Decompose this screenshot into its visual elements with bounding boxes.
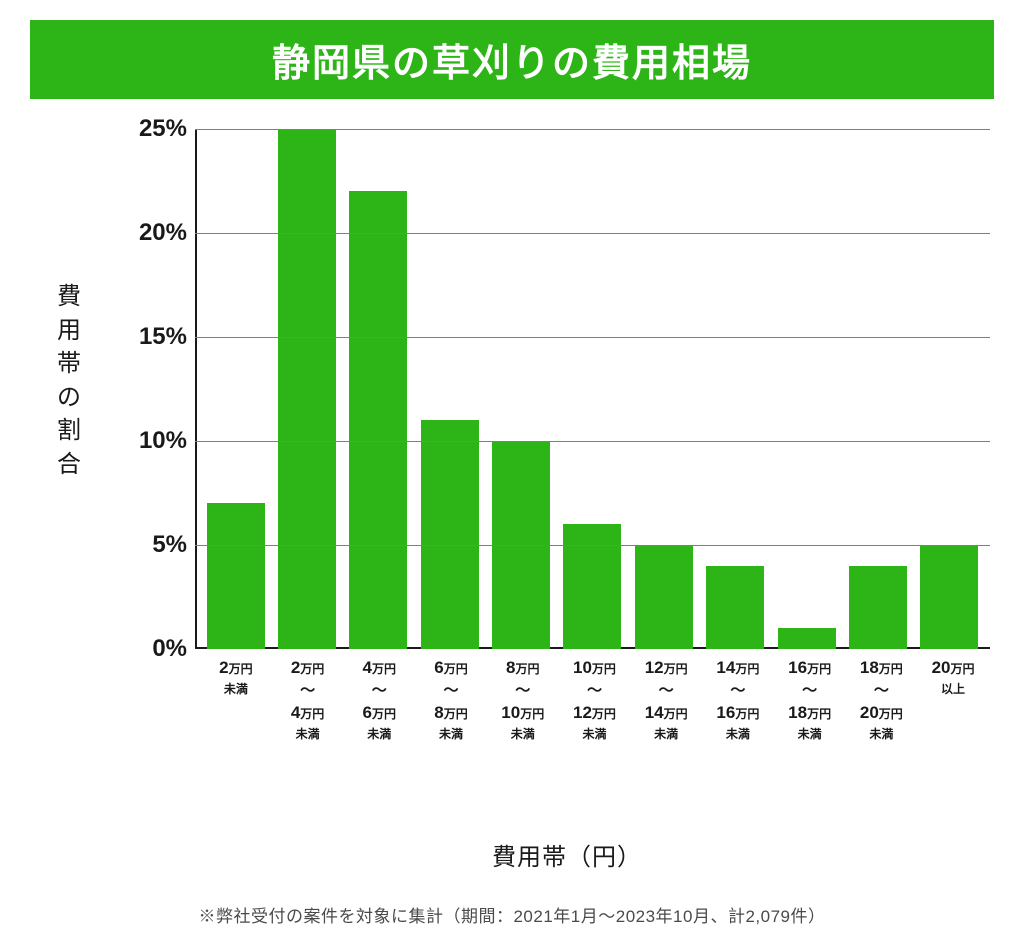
y-axis-label: 費用帯の割合 (55, 280, 83, 482)
x-tick-label: 18万円〜20万円未満 (849, 657, 914, 743)
gridline (195, 545, 990, 546)
gridline (195, 129, 990, 130)
y-tick-label: 20% (122, 219, 187, 247)
gridline (195, 441, 990, 442)
bar (778, 628, 836, 649)
bar (421, 420, 479, 649)
gridline (195, 337, 990, 338)
x-axis-title: 費用帯（円） (140, 837, 994, 872)
y-tick-label: 5% (122, 531, 187, 559)
bar (849, 566, 907, 649)
bar (278, 129, 336, 649)
x-tick-label: 8万円〜10万円未満 (490, 657, 555, 743)
chart-title: 静岡県の草刈りの費用相場 (272, 43, 752, 85)
footnote: ※弊社受付の案件を対象に集計（期間：2021年1月～2023年10月、計2,07… (0, 902, 1024, 927)
chart-area: 0%5%10%15%20%25% 2万円未満2万円〜4万円未満4万円〜6万円未満… (140, 129, 994, 689)
bars-container (195, 129, 990, 649)
x-tick-label: 4万円〜6万円未満 (347, 657, 412, 743)
y-tick-label: 10% (122, 427, 187, 455)
bar (349, 191, 407, 649)
bar (563, 524, 621, 649)
bar (207, 503, 265, 649)
x-tick-label: 14万円〜16万円未満 (705, 657, 770, 743)
y-tick-label: 25% (122, 115, 187, 143)
bar (706, 566, 764, 649)
x-tick-label: 20万円以上 (921, 657, 986, 743)
x-tick-label: 2万円未満 (203, 657, 268, 743)
gridline (195, 233, 990, 234)
x-tick-label: 12万円〜14万円未満 (634, 657, 699, 743)
bar (920, 545, 978, 649)
y-tick-label: 15% (122, 323, 187, 351)
plot-area: 0%5%10%15%20%25% (140, 129, 990, 649)
x-tick-label: 16万円〜18万円未満 (777, 657, 842, 743)
chart-title-banner: 静岡県の草刈りの費用相場 (30, 20, 994, 99)
y-tick-label: 0% (122, 635, 187, 663)
x-tick-label: 6万円〜8万円未満 (419, 657, 484, 743)
x-tick-label: 10万円〜12万円未満 (562, 657, 627, 743)
x-labels-container: 2万円未満2万円〜4万円未満4万円〜6万円未満6万円〜8万円未満8万円〜10万円… (195, 657, 994, 743)
x-tick-label: 2万円〜4万円未満 (275, 657, 340, 743)
bar (635, 545, 693, 649)
